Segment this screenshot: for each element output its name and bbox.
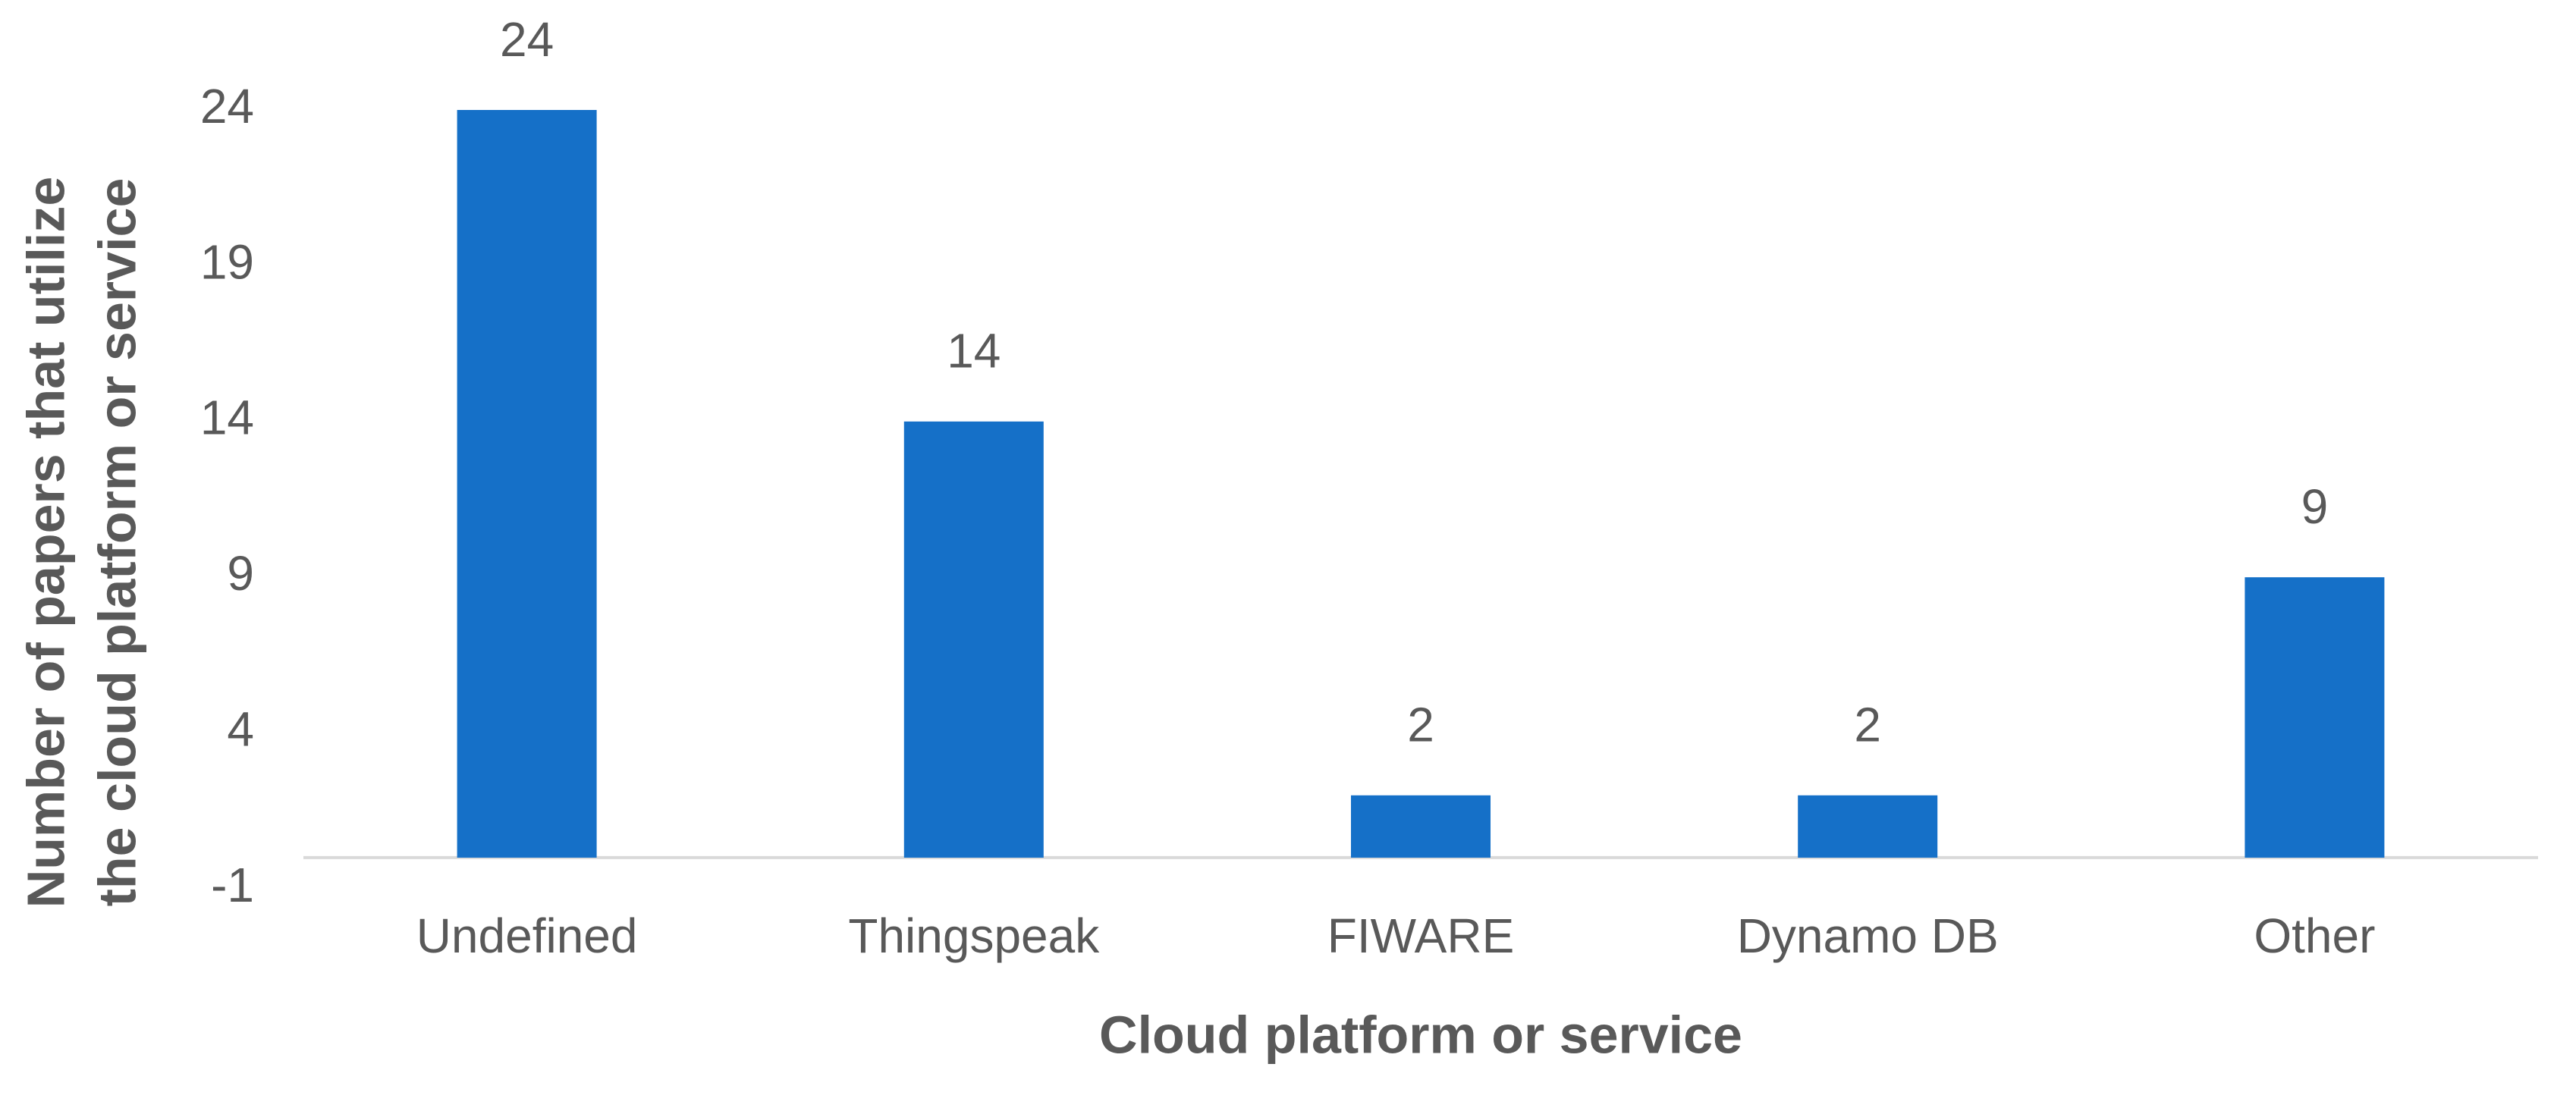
y-tick-label: -1 <box>211 858 254 912</box>
value-label: 14 <box>947 324 1001 378</box>
bar <box>2245 577 2385 858</box>
x-tick-label: Undefined <box>416 909 638 963</box>
x-tick-label: Dynamo DB <box>1737 909 1999 963</box>
y-axis-title: Number of papers that utilize <box>16 177 75 909</box>
x-axis-title: Cloud platform or service <box>1099 1005 1742 1064</box>
bar <box>903 421 1044 858</box>
y-tick-label: 14 <box>200 391 254 445</box>
y-tick-label: 19 <box>200 234 254 289</box>
x-tick-label: FIWARE <box>1327 909 1515 963</box>
value-label: 24 <box>500 12 554 67</box>
bar <box>1798 795 1938 858</box>
y-tick-label: 24 <box>200 79 254 133</box>
bar <box>1351 795 1491 858</box>
y-tick-label: 9 <box>227 546 254 601</box>
value-label: 2 <box>1407 698 1434 752</box>
x-tick-label: Other <box>2254 909 2375 963</box>
bar <box>457 110 597 858</box>
value-label: 9 <box>2301 479 2329 534</box>
value-label: 2 <box>1854 698 1881 752</box>
y-axis-title: the cloud platform or service <box>87 178 146 907</box>
x-tick-label: Thingspeak <box>848 909 1100 963</box>
y-tick-label: 4 <box>227 702 254 757</box>
